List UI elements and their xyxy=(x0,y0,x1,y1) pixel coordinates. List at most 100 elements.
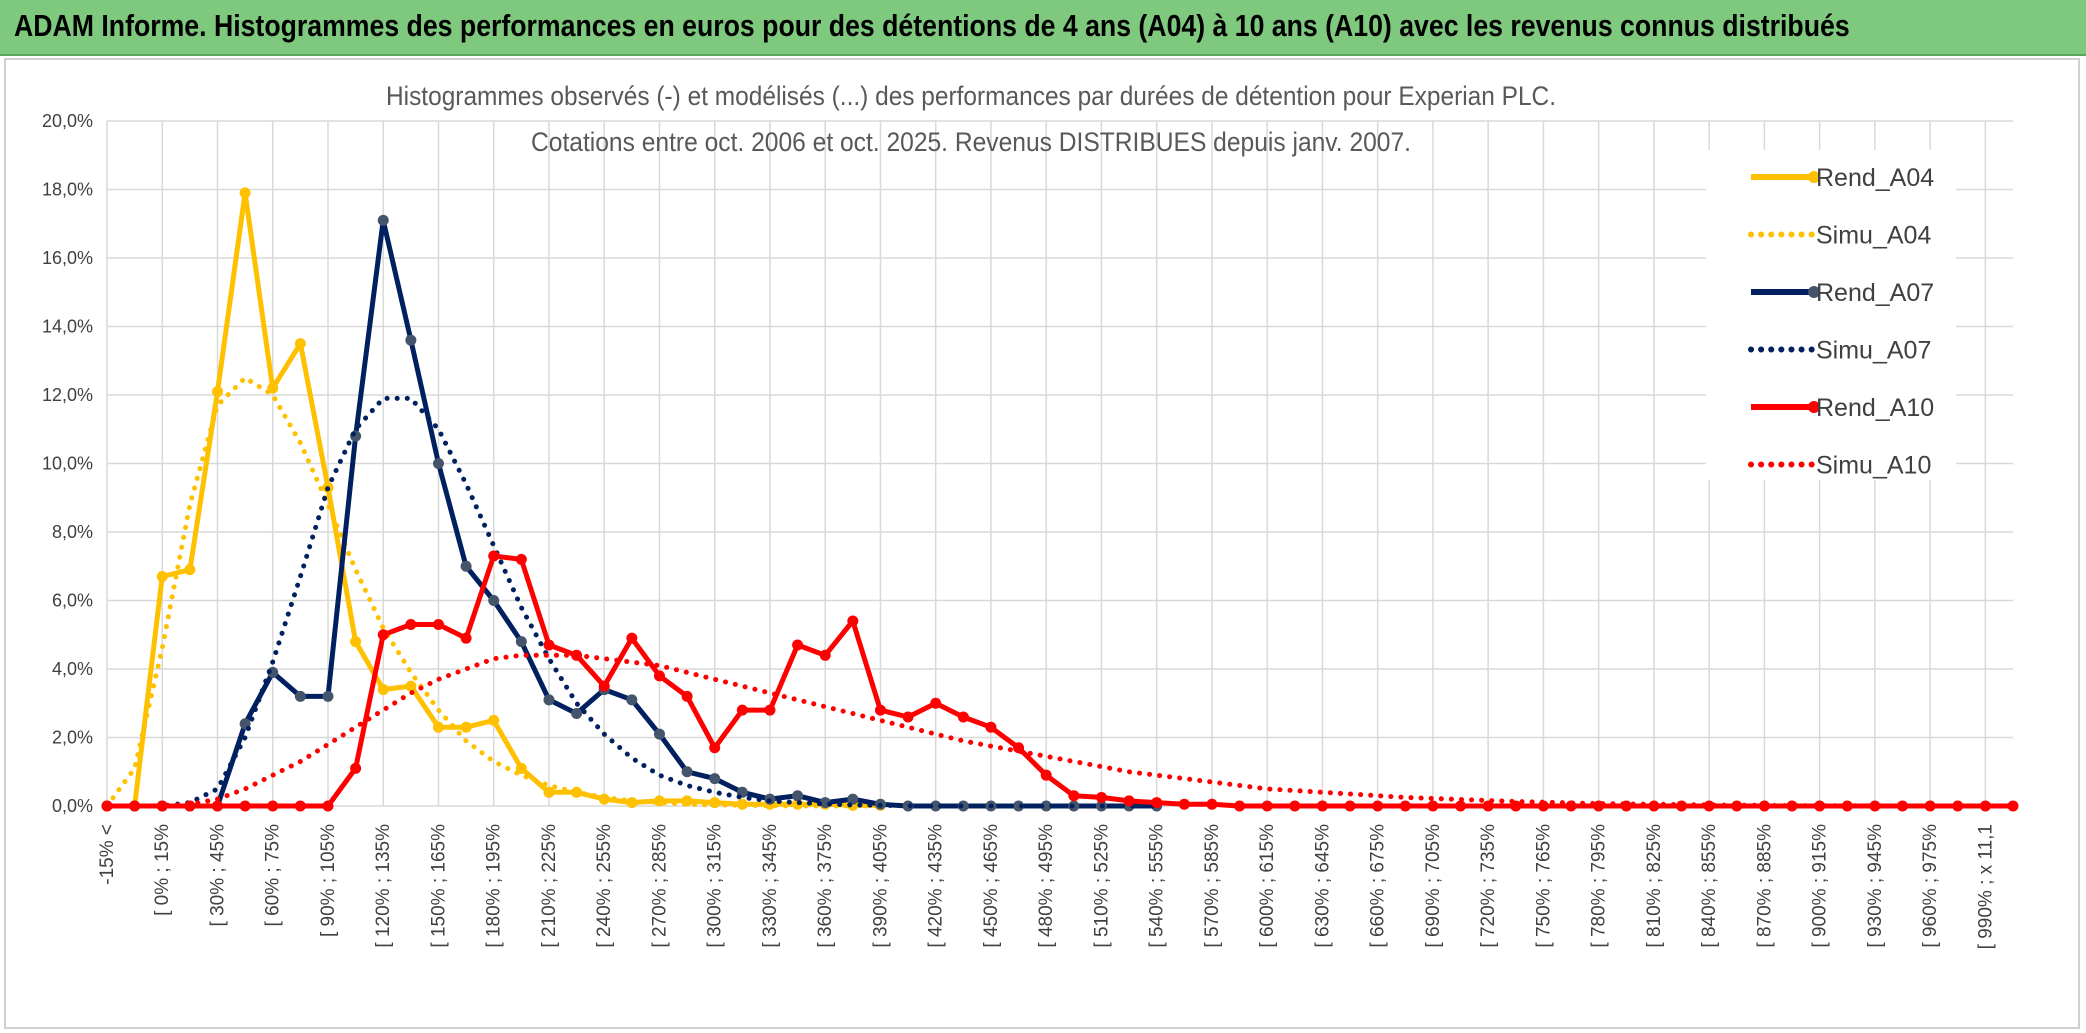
data-point-rend-a10 xyxy=(1455,800,1467,812)
x-tick-label: [ 90% ; 105% xyxy=(318,824,339,937)
y-tick-label: 6,0% xyxy=(52,591,93,611)
data-point-rend-a10 xyxy=(653,670,665,682)
data-point-rend-a10 xyxy=(1289,800,1301,812)
legend-label-simu-a07: Simu_A07 xyxy=(1816,337,1931,365)
x-tick-label: [ 840% ; 855% xyxy=(1699,824,1720,948)
series-line-rend-a10 xyxy=(104,553,2016,809)
data-point-rend-a10 xyxy=(792,639,804,651)
x-tick-label: -15% < xyxy=(97,824,118,885)
data-point-rend-a10 xyxy=(322,800,334,812)
data-point-rend-a10 xyxy=(985,721,997,733)
performance-histogram-chart: 0,0% 2,0% 4,0% 6,0% 8,0% 10,0% 12,0% 14,0% 16,0%… xyxy=(42,81,2019,949)
data-point-rend-a10 xyxy=(1234,800,1246,812)
x-tick-label: [ 810% ; 825% xyxy=(1644,824,1665,948)
x-tick-label: [ 630% ; 645% xyxy=(1312,824,1333,948)
data-point-rend-a10 xyxy=(2007,800,2019,812)
data-point-rend-a07 xyxy=(488,595,500,606)
data-point-rend-a04 xyxy=(350,636,362,648)
x-tick-label: [ 30% ; 45% xyxy=(207,824,228,927)
grid xyxy=(106,120,2013,807)
data-point-rend-a10 xyxy=(1372,800,1384,812)
data-point-rend-a04 xyxy=(543,786,555,798)
data-point-rend-a10 xyxy=(1151,797,1163,809)
data-point-rend-a07 xyxy=(405,334,417,346)
x-tick-label: [ 300% ; 315% xyxy=(705,824,726,948)
data-point-rend-a04 xyxy=(156,571,168,583)
x-tick-label: [ 660% ; 675% xyxy=(1368,824,1389,948)
data-point-rend-a10 xyxy=(129,800,141,812)
data-point-rend-a07 xyxy=(460,560,472,572)
data-point-rend-a10 xyxy=(957,711,969,723)
data-point-rend-a10 xyxy=(1399,800,1411,812)
data-point-rend-a10 xyxy=(405,618,417,630)
data-point-rend-a10 xyxy=(1482,800,1494,812)
legend-background xyxy=(1706,150,1956,480)
data-point-rend-a07 xyxy=(709,773,721,785)
y-tick-label: 8,0% xyxy=(52,522,93,542)
x-tick-label: [ 720% ; 735% xyxy=(1478,824,1499,948)
x-tick-label: [ 690% ; 705% xyxy=(1423,824,1444,948)
data-point-rend-a10 xyxy=(211,800,223,812)
data-point-rend-a10 xyxy=(267,800,279,812)
data-point-rend-a04 xyxy=(184,564,196,576)
series-line-rend-a07 xyxy=(104,217,1160,809)
data-point-rend-a10 xyxy=(1897,800,1909,812)
data-point-rend-a07 xyxy=(515,636,527,648)
data-point-rend-a10 xyxy=(1068,790,1080,802)
x-tick-label: [ 510% ; 525% xyxy=(1091,824,1112,948)
y-tick-label: 16,0% xyxy=(42,248,93,268)
x-tick-label: [ 960% ; 975% xyxy=(1920,824,1941,948)
chart-title: Histogrammes observés (-) et modélisés (… xyxy=(386,81,1556,111)
axes: 0,0% 2,0% 4,0% 6,0% 8,0% 10,0% 12,0% 14,0% 16,0%… xyxy=(42,111,1996,949)
data-point-rend-a10 xyxy=(294,800,306,812)
data-point-rend-a07 xyxy=(930,800,942,812)
y-tick-label: 18,0% xyxy=(42,180,93,200)
y-tick-label: 14,0% xyxy=(42,317,93,337)
chart-subtitle: Cotations entre oct. 2006 et oct. 2025. … xyxy=(531,127,1411,157)
data-point-rend-a10 xyxy=(819,649,831,661)
x-tick-label: [ 780% ; 795% xyxy=(1589,824,1610,948)
x-tick-label: [ 330% ; 345% xyxy=(760,824,781,948)
report-title: ADAM Informe. Histogrammes des performan… xyxy=(14,8,1850,43)
data-point-rend-a07 xyxy=(432,458,444,469)
chart-panel: 0,0% 2,0% 4,0% 6,0% 8,0% 10,0% 12,0% 14,0% 16,0%… xyxy=(4,58,2080,1029)
x-tick-label: [ 390% ; 405% xyxy=(870,824,891,948)
data-point-rend-a10 xyxy=(239,800,251,812)
data-point-rend-a10 xyxy=(1703,800,1715,812)
series-line-simu-a10 xyxy=(104,652,2016,809)
data-point-rend-a10 xyxy=(1178,798,1190,810)
data-point-rend-a10 xyxy=(543,639,555,651)
y-tick-label: 20,0% xyxy=(42,111,93,131)
x-tick-label: [ 120% ; 135% xyxy=(373,824,394,948)
legend-label-simu-a04: Simu_A04 xyxy=(1816,222,1931,250)
x-tick-label: [ 540% ; 555% xyxy=(1147,824,1168,948)
legend-label-rend-a07: Rend_A07 xyxy=(1816,279,1934,307)
data-point-rend-a10 xyxy=(460,632,472,644)
y-tick-label: 10,0% xyxy=(42,454,93,474)
data-point-rend-a10 xyxy=(764,704,776,716)
y-tick-label: 12,0% xyxy=(42,385,93,405)
data-point-rend-a10 xyxy=(1814,800,1826,812)
x-tick-label: [ 180% ; 195% xyxy=(484,824,505,948)
x-tick-label: [ 750% ; 765% xyxy=(1533,824,1554,948)
data-point-rend-a10 xyxy=(377,629,389,641)
x-tick-label: [ 930% ; 945% xyxy=(1865,824,1886,948)
legend: Rend_A04 Simu_A04 Rend_A07 Simu_A07 Rend_A10… xyxy=(1748,164,1934,480)
y-tick-label: 0,0% xyxy=(52,796,93,816)
data-point-rend-a10 xyxy=(681,690,693,702)
series-line-simu-a07 xyxy=(104,395,1160,809)
x-tick-label: [ 450% ; 465% xyxy=(981,824,1002,948)
legend-label-rend-a10: Rend_A10 xyxy=(1816,394,1934,422)
data-point-rend-a10 xyxy=(736,704,748,716)
x-tick-label: [ 150% ; 165% xyxy=(428,824,449,948)
data-point-rend-a04 xyxy=(432,721,444,733)
data-point-rend-a10 xyxy=(515,553,527,565)
data-point-rend-a07 xyxy=(322,690,334,702)
x-tick-label: [ 990% ; x 11,1 xyxy=(1975,824,1996,949)
data-point-rend-a10 xyxy=(1316,800,1328,812)
x-tick-label: [ 420% ; 435% xyxy=(926,824,947,948)
data-point-rend-a07 xyxy=(626,694,638,706)
data-point-rend-a10 xyxy=(1261,800,1273,812)
data-point-rend-a10 xyxy=(350,762,362,774)
x-tick-label: [ 870% ; 885% xyxy=(1754,824,1775,948)
